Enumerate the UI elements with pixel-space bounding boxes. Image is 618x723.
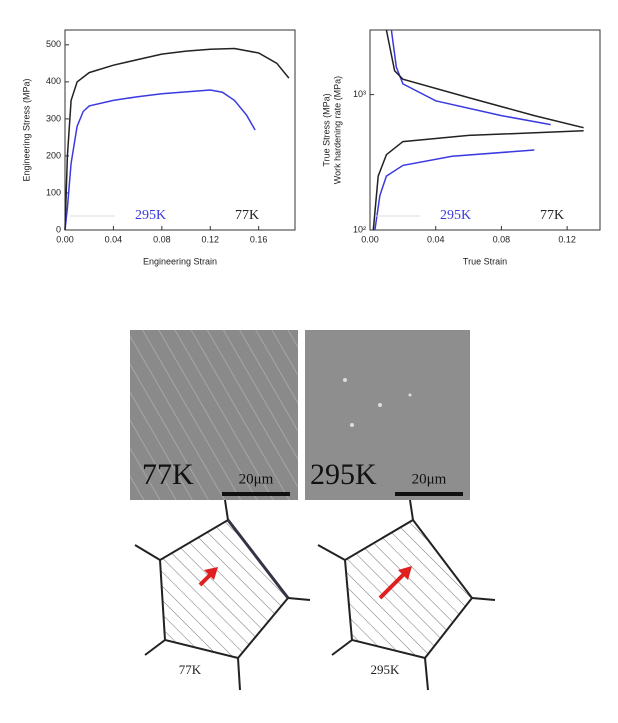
scale-bar-label: 20μm [239,471,274,487]
schematic-label: 295K [371,662,401,677]
chart: 0.00 0.04 0.08 0.12 0.16 0 100 200 300 400 500 Engi… [21,29,296,266]
micrograph: 77K 20μm [130,330,298,500]
x-tick-label: 0.12 [201,234,219,244]
series-line [374,149,535,231]
y-tick-label: 300 [46,113,61,123]
y-axis-label: Work hardening rate (MPa) [332,76,342,184]
y-tick-label: 0 [56,224,61,234]
series-line [64,47,290,231]
chart: 0.00 0.04 0.08 0.12 10² 10³ True Strain True St… [321,29,601,266]
x-axis-label: Engineering Strain [143,256,217,266]
x-axis-label: True Strain [463,256,507,266]
x-tick-label: 0.00 [361,234,379,244]
series-line [390,29,551,126]
x-tick-label: 0.04 [427,234,445,244]
y-tick-label: 400 [46,76,61,86]
schematic: 295K [317,499,496,691]
x-tick-label: 0.00 [56,234,74,244]
micrograph-label: 77K [142,458,194,491]
y-axis-label: True Stress (MPa) [321,93,331,166]
y-tick-label: 100 [46,187,61,197]
plot-frame [64,29,296,231]
legend-label: 77K [540,208,564,223]
legend-label: 77K [235,208,259,223]
micrograph-label: 295K [310,458,377,491]
series-line [385,29,584,129]
scale-bar-label: 20μm [412,471,447,487]
x-tick-label: 0.08 [153,234,171,244]
y-tick-label: 10² [353,224,366,234]
x-tick-label: 0.16 [250,234,268,244]
plot-frame [369,29,601,231]
y-axis-label: Engineering Stress (MPa) [21,78,31,181]
y-tick-label: 10³ [353,89,366,99]
schematic: 77K [134,499,311,691]
x-tick-label: 0.08 [493,234,511,244]
series-line [64,89,256,231]
x-tick-label: 0.12 [558,234,576,244]
legend-label: 295K [440,208,471,223]
schematic-label: 77K [179,662,202,677]
y-tick-label: 200 [46,150,61,160]
series-line [372,130,584,231]
legend-label: 295K [135,208,166,223]
x-tick-label: 0.04 [105,234,123,244]
y-tick-label: 500 [46,39,61,49]
micrograph: 295K 20μm [305,330,470,500]
